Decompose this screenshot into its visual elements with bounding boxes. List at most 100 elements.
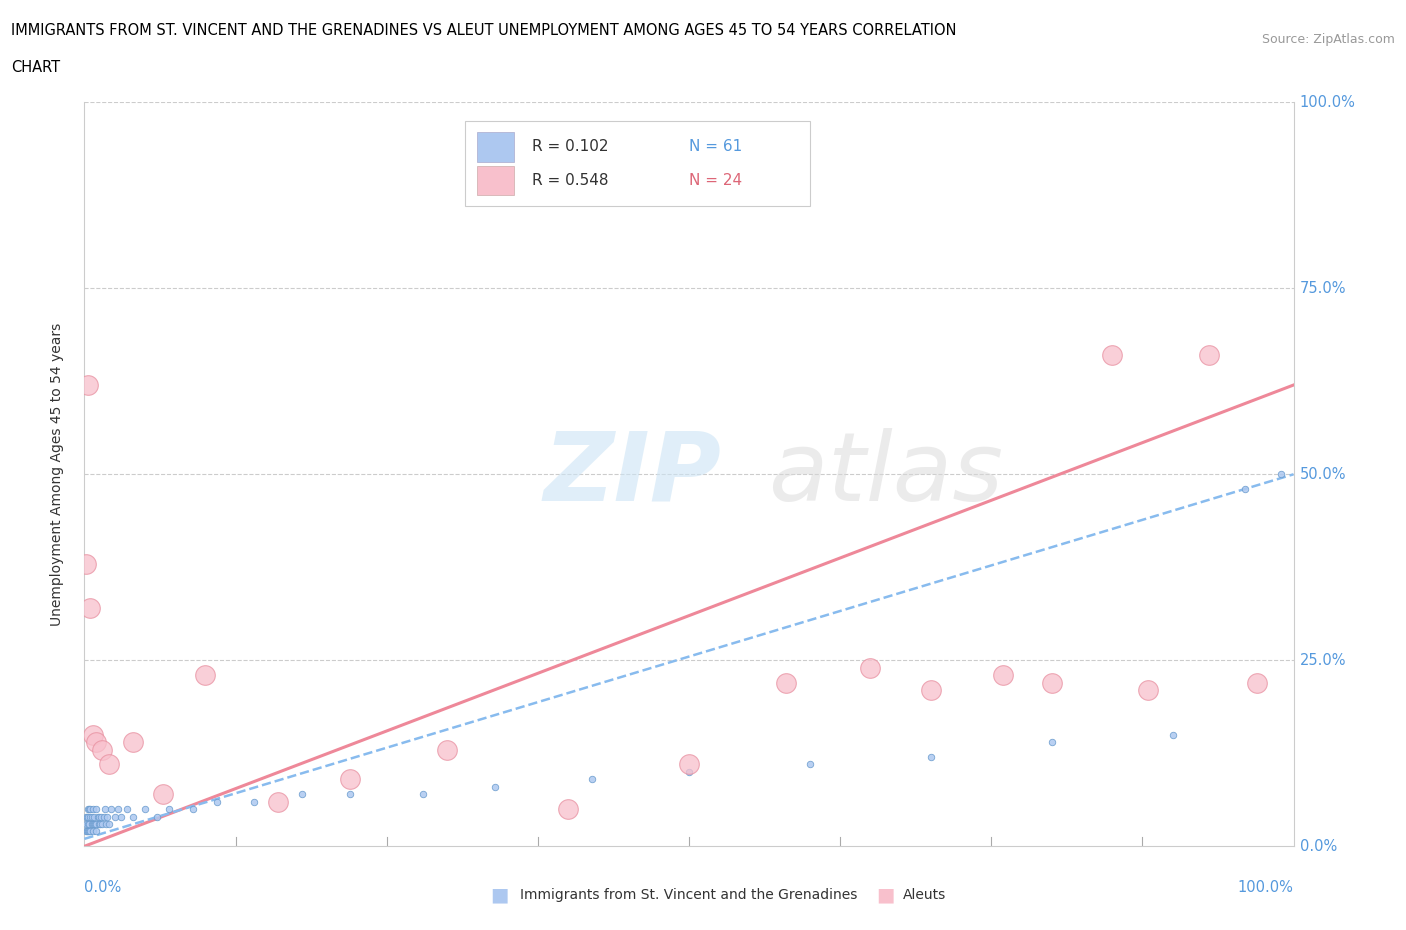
- Text: CHART: CHART: [11, 60, 60, 75]
- Point: [121, 735, 143, 750]
- Text: IMMIGRANTS FROM ST. VINCENT AND THE GRENADINES VS ALEUT UNEMPLOYMENT AMONG AGES : IMMIGRANTS FROM ST. VINCENT AND THE GREN…: [11, 23, 956, 38]
- Point: [87, 809, 110, 824]
- Text: R = 0.548: R = 0.548: [531, 173, 609, 188]
- Point: [115, 802, 138, 817]
- Point: [89, 817, 111, 831]
- Point: [97, 817, 120, 831]
- Point: [484, 779, 506, 794]
- Point: [84, 817, 107, 831]
- Point: [557, 802, 579, 817]
- Point: [121, 809, 143, 824]
- Point: [291, 787, 314, 802]
- Text: 50.0%: 50.0%: [1299, 467, 1346, 482]
- Point: [678, 757, 700, 772]
- Point: [86, 824, 108, 839]
- Point: [1137, 683, 1160, 698]
- Point: [82, 802, 104, 817]
- Point: [1246, 675, 1268, 690]
- Point: [1040, 675, 1063, 690]
- Point: [75, 556, 97, 571]
- Point: [152, 787, 174, 802]
- Point: [146, 809, 169, 824]
- Point: [267, 794, 290, 809]
- Point: [581, 772, 603, 787]
- Point: [79, 824, 101, 839]
- FancyBboxPatch shape: [465, 121, 810, 206]
- Point: [107, 802, 129, 817]
- Point: [80, 817, 103, 831]
- Point: [678, 764, 700, 779]
- Bar: [478, 166, 513, 195]
- Point: [110, 809, 132, 824]
- Point: [77, 824, 100, 839]
- Point: [134, 802, 156, 817]
- Point: [77, 817, 100, 831]
- Point: [339, 787, 361, 802]
- Point: [1234, 482, 1257, 497]
- Point: [181, 802, 204, 817]
- Text: R = 0.102: R = 0.102: [531, 140, 609, 154]
- Point: [79, 802, 101, 817]
- Point: [920, 683, 942, 698]
- Point: [859, 660, 882, 675]
- Point: [436, 742, 458, 757]
- Text: 100.0%: 100.0%: [1237, 880, 1294, 895]
- Point: [76, 809, 98, 824]
- Text: 75.0%: 75.0%: [1299, 281, 1346, 296]
- Y-axis label: Unemployment Among Ages 45 to 54 years: Unemployment Among Ages 45 to 54 years: [49, 323, 63, 626]
- Text: 0.0%: 0.0%: [84, 880, 121, 895]
- Point: [86, 802, 108, 817]
- Bar: [478, 132, 513, 162]
- Text: 100.0%: 100.0%: [1299, 95, 1355, 110]
- Point: [94, 817, 117, 831]
- Text: ZIP: ZIP: [544, 428, 721, 521]
- Text: 25.0%: 25.0%: [1299, 653, 1346, 668]
- Point: [1270, 467, 1292, 482]
- Point: [86, 735, 108, 750]
- Text: Aleuts: Aleuts: [903, 887, 946, 902]
- Point: [993, 668, 1015, 683]
- Point: [1040, 735, 1063, 750]
- Point: [83, 817, 105, 831]
- Text: ■: ■: [876, 885, 896, 904]
- Text: atlas: atlas: [768, 428, 1002, 521]
- Point: [1161, 727, 1184, 742]
- Point: [86, 809, 108, 824]
- Point: [194, 668, 217, 683]
- Text: Immigrants from St. Vincent and the Grenadines: Immigrants from St. Vincent and the Gren…: [520, 887, 858, 902]
- Point: [97, 757, 120, 772]
- Point: [76, 824, 98, 839]
- Point: [87, 817, 110, 831]
- Point: [75, 809, 97, 824]
- Point: [90, 809, 112, 824]
- Point: [83, 809, 105, 824]
- Point: [75, 817, 97, 831]
- Point: [339, 772, 361, 787]
- Point: [77, 809, 100, 824]
- Point: [82, 824, 104, 839]
- Point: [91, 817, 114, 831]
- Text: N = 24: N = 24: [689, 173, 742, 188]
- Point: [77, 802, 100, 817]
- Point: [79, 601, 101, 616]
- Point: [93, 809, 115, 824]
- Point: [920, 750, 942, 764]
- Text: N = 61: N = 61: [689, 140, 742, 154]
- Point: [242, 794, 264, 809]
- Point: [799, 757, 821, 772]
- Point: [1101, 348, 1123, 363]
- Point: [82, 817, 104, 831]
- Point: [77, 824, 100, 839]
- Point: [104, 809, 127, 824]
- Point: [82, 727, 104, 742]
- Point: [77, 378, 100, 392]
- Point: [86, 817, 108, 831]
- Point: [207, 794, 229, 809]
- Point: [412, 787, 434, 802]
- Point: [75, 824, 97, 839]
- Text: Source: ZipAtlas.com: Source: ZipAtlas.com: [1261, 33, 1395, 46]
- Point: [94, 802, 117, 817]
- Point: [91, 742, 114, 757]
- Point: [77, 802, 100, 817]
- Point: [80, 809, 103, 824]
